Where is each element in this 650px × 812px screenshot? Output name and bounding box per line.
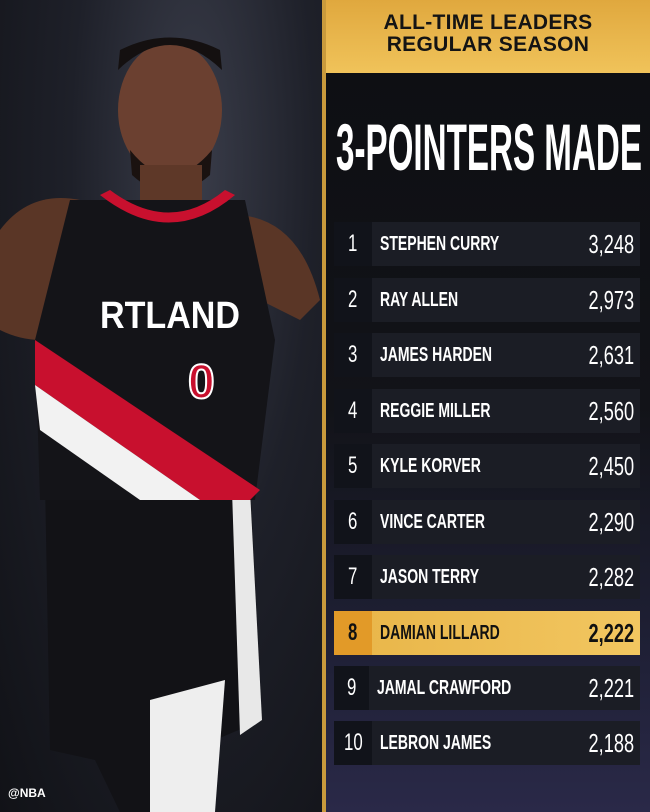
rank: 10 — [334, 721, 372, 765]
player-photo: RTLAND 0 @NBA — [0, 0, 322, 812]
three-pointers-value: 2,221 — [569, 673, 640, 704]
leader-row: 4 REGGIE MILLER 2,560 — [334, 389, 640, 433]
player-name: DAMIAN LILLARD — [372, 622, 569, 645]
player-name-text: JAMES HARDEN — [380, 343, 493, 366]
rank: 2 — [334, 278, 372, 322]
leader-row: 1 STEPHEN CURRY 3,248 — [334, 222, 640, 266]
player-name: JASON TERRY — [372, 566, 569, 589]
player-illustration: RTLAND 0 — [0, 37, 320, 812]
player-name-text: REGGIE MILLER — [380, 399, 491, 422]
three-pointers-value: 2,631 — [569, 340, 640, 371]
rank-text: 10 — [343, 729, 363, 756]
nba-watermark: @NBA — [8, 786, 46, 800]
rank-text: 7 — [348, 563, 358, 590]
rank-text: 5 — [348, 452, 358, 479]
leader-row: 3 JAMES HARDEN 2,631 — [334, 333, 640, 377]
player-name-text: KYLE KORVER — [380, 454, 481, 477]
player-name: JAMAL CRAWFORD — [369, 677, 569, 700]
leader-row: 9 JAMAL CRAWFORD 2,221 — [334, 666, 640, 710]
three-pointers-value: 2,290 — [569, 507, 640, 538]
stat-title: 3-POINTERS MADE — [336, 110, 642, 180]
player-name: RAY ALLEN — [372, 289, 569, 312]
player-name: VINCE CARTER — [372, 511, 569, 534]
leader-row: 7 JASON TERRY 2,282 — [334, 555, 640, 599]
leader-row: 10 LEBRON JAMES 2,188 — [334, 721, 640, 765]
rank: 9 — [334, 666, 370, 710]
player-name-text: STEPHEN CURRY — [380, 232, 500, 255]
value-text: 2,560 — [588, 395, 634, 426]
stat-title-text: 3-POINTERS MADE — [336, 110, 642, 180]
value-text: 2,973 — [588, 284, 634, 315]
value-text: 2,450 — [588, 450, 634, 481]
header-line-2: REGULAR SEASON — [386, 33, 590, 56]
rank: 4 — [334, 389, 372, 433]
value-text: 2,282 — [588, 561, 634, 592]
three-pointers-value: 3,248 — [569, 229, 640, 260]
rank: 5 — [334, 444, 372, 488]
rank-text: 4 — [348, 397, 358, 424]
player-name: LEBRON JAMES — [372, 732, 569, 755]
jersey-number: 0 — [188, 356, 215, 409]
rank-text: 2 — [348, 286, 358, 313]
rank: 6 — [334, 500, 372, 544]
player-name: STEPHEN CURRY — [372, 233, 569, 256]
rank: 3 — [334, 333, 372, 377]
rank-text: 3 — [348, 341, 358, 368]
player-name-text: DAMIAN LILLARD — [380, 621, 500, 644]
header-banner: ALL-TIME LEADERS REGULAR SEASON — [326, 0, 650, 73]
header-line-1: ALL-TIME LEADERS — [383, 11, 593, 34]
three-pointers-value: 2,450 — [569, 451, 640, 482]
value-text: 3,248 — [588, 228, 634, 259]
player-name-text: RAY ALLEN — [380, 288, 459, 311]
player-name-text: LEBRON JAMES — [380, 731, 492, 754]
rank-text: 6 — [348, 508, 358, 535]
value-text: 2,221 — [588, 672, 634, 703]
player-name: KYLE KORVER — [372, 455, 569, 478]
player-name-text: VINCE CARTER — [380, 510, 486, 533]
jersey-text: RTLAND — [100, 295, 240, 337]
leaders-panel: ALL-TIME LEADERS REGULAR SEASON 3-POINTE… — [322, 0, 650, 812]
three-pointers-value: 2,973 — [569, 285, 640, 316]
player-name: JAMES HARDEN — [372, 344, 569, 367]
player-name: REGGIE MILLER — [372, 400, 569, 423]
rank-text: 9 — [346, 674, 357, 701]
leader-row-highlighted: 8 DAMIAN LILLARD 2,222 — [334, 611, 640, 655]
rank-text: 1 — [348, 230, 358, 257]
rank: 8 — [334, 611, 372, 655]
leader-row: 5 KYLE KORVER 2,450 — [334, 444, 640, 488]
three-pointers-value: 2,282 — [569, 562, 640, 593]
rank: 7 — [334, 555, 372, 599]
leader-row: 2 RAY ALLEN 2,973 — [334, 278, 640, 322]
three-pointers-value: 2,560 — [569, 396, 640, 427]
three-pointers-value: 2,222 — [569, 618, 640, 649]
value-text: 2,222 — [588, 617, 634, 648]
rank: 1 — [334, 222, 372, 266]
leader-row: 6 VINCE CARTER 2,290 — [334, 500, 640, 544]
value-text: 2,188 — [588, 727, 634, 758]
player-name-text: JASON TERRY — [380, 565, 480, 588]
value-text: 2,631 — [588, 339, 634, 370]
player-name-text: JAMAL CRAWFORD — [377, 676, 512, 699]
value-text: 2,290 — [588, 506, 634, 537]
rank-text: 8 — [348, 619, 358, 646]
three-pointers-value: 2,188 — [569, 728, 640, 759]
